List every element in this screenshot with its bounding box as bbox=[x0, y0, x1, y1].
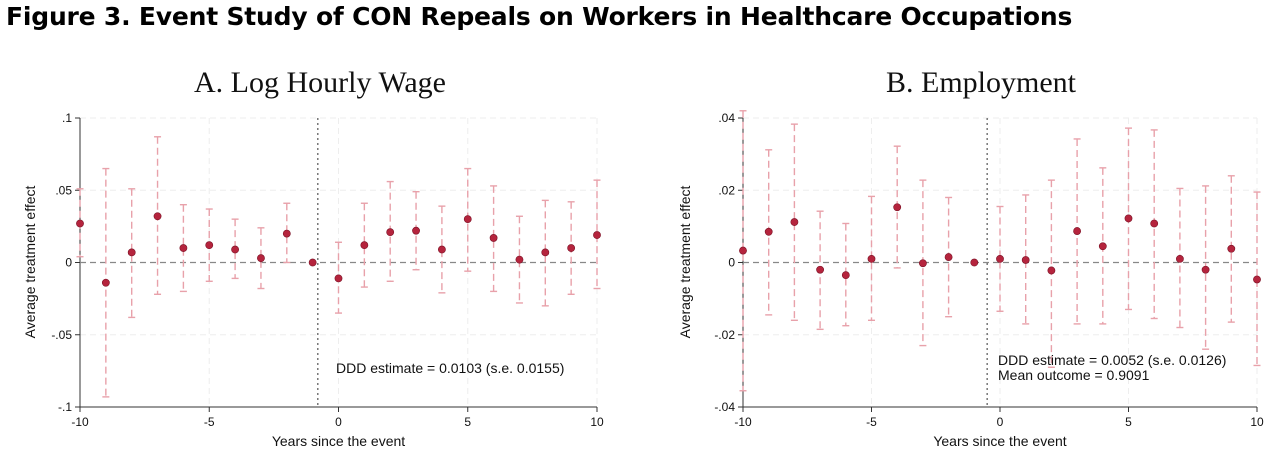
data-point bbox=[334, 274, 343, 283]
figure-title: Figure 3. Event Study of CON Repeals on … bbox=[6, 2, 1073, 31]
panel-employment: B. Employment -.04 -.02 0 .02 .04 -10 -5 0 5 10 Yea… bbox=[677, 66, 1264, 449]
y-tick-label: 0 bbox=[728, 256, 735, 270]
y-tick-label: .04 bbox=[718, 111, 735, 125]
annotation-text: Mean outcome = 0.9091 bbox=[998, 367, 1150, 383]
annotation-text: DDD estimate = 0.0103 (s.e. 0.0155) bbox=[336, 360, 564, 376]
data-point bbox=[308, 258, 317, 267]
y-tick-label: .05 bbox=[55, 183, 72, 197]
data-point bbox=[841, 271, 850, 280]
y-tick-label: -.05 bbox=[51, 328, 72, 342]
data-point bbox=[867, 254, 876, 263]
y-axis-label: Average treatment effect bbox=[677, 185, 693, 338]
data-point bbox=[101, 278, 110, 287]
x-tick-label: 0 bbox=[997, 415, 1004, 429]
data-point bbox=[567, 244, 576, 252]
data-point bbox=[437, 245, 446, 254]
x-tick-label: 5 bbox=[1125, 415, 1132, 429]
data-point bbox=[593, 231, 601, 239]
data-point bbox=[515, 255, 524, 264]
data-point bbox=[153, 212, 162, 221]
panel-log-hourly-wage: A. Log Hourly Wage -.1 -.05 0 .05 .1 -10 -5 0 5 10… bbox=[22, 66, 604, 449]
data-point bbox=[127, 248, 136, 257]
x-tick-label: -10 bbox=[71, 415, 89, 429]
data-point bbox=[944, 253, 953, 261]
x-tick-label: -5 bbox=[866, 415, 877, 429]
data-point bbox=[764, 227, 773, 236]
x-axis-label: Years since the event bbox=[272, 433, 405, 449]
data-point bbox=[893, 203, 902, 212]
data-point bbox=[790, 218, 799, 226]
data-point bbox=[463, 215, 472, 224]
data-point bbox=[1098, 242, 1107, 251]
data-point bbox=[386, 228, 395, 237]
x-axis-label: Years since the event bbox=[933, 433, 1066, 449]
x-tick-label: 10 bbox=[1250, 415, 1264, 429]
data-point bbox=[1047, 266, 1056, 275]
data-point bbox=[996, 254, 1004, 263]
x-tick-label: 10 bbox=[590, 415, 604, 429]
y-axis-label: Average treatment effect bbox=[22, 185, 38, 338]
data-point bbox=[257, 254, 265, 263]
data-point bbox=[179, 244, 188, 252]
x-tick-label: -10 bbox=[734, 415, 752, 429]
data-point bbox=[1201, 265, 1210, 274]
x-tick-label: 5 bbox=[464, 415, 471, 429]
data-point bbox=[970, 258, 979, 267]
data-point bbox=[489, 234, 498, 242]
data-point bbox=[360, 241, 369, 250]
data-point bbox=[1150, 219, 1159, 228]
data-point bbox=[282, 229, 291, 238]
y-tick-label: 0 bbox=[65, 256, 72, 270]
y-tick-label: -.04 bbox=[714, 400, 735, 414]
panel-title: A. Log Hourly Wage bbox=[194, 66, 446, 99]
y-tick-label: -.1 bbox=[58, 400, 72, 414]
x-tick-label: -5 bbox=[204, 415, 215, 429]
y-tick-label: -.02 bbox=[714, 328, 735, 342]
data-point bbox=[205, 241, 214, 250]
data-point bbox=[231, 245, 239, 254]
data-point bbox=[1253, 275, 1261, 284]
y-tick-label: .02 bbox=[718, 183, 735, 197]
data-point bbox=[541, 248, 550, 257]
data-point bbox=[1176, 254, 1184, 263]
data-point bbox=[1073, 227, 1081, 235]
annotation-text: DDD estimate = 0.0052 (s.e. 0.0126) bbox=[998, 352, 1226, 368]
data-point bbox=[918, 259, 927, 268]
data-point bbox=[816, 265, 824, 274]
y-tick-label: .1 bbox=[62, 111, 72, 125]
x-tick-label: 0 bbox=[335, 415, 342, 429]
data-point bbox=[1021, 256, 1030, 264]
data-point bbox=[739, 246, 747, 255]
data-point bbox=[1124, 214, 1133, 223]
data-point bbox=[1227, 244, 1236, 253]
data-point bbox=[76, 219, 84, 228]
panel-title: B. Employment bbox=[886, 66, 1077, 99]
data-point bbox=[412, 226, 420, 235]
